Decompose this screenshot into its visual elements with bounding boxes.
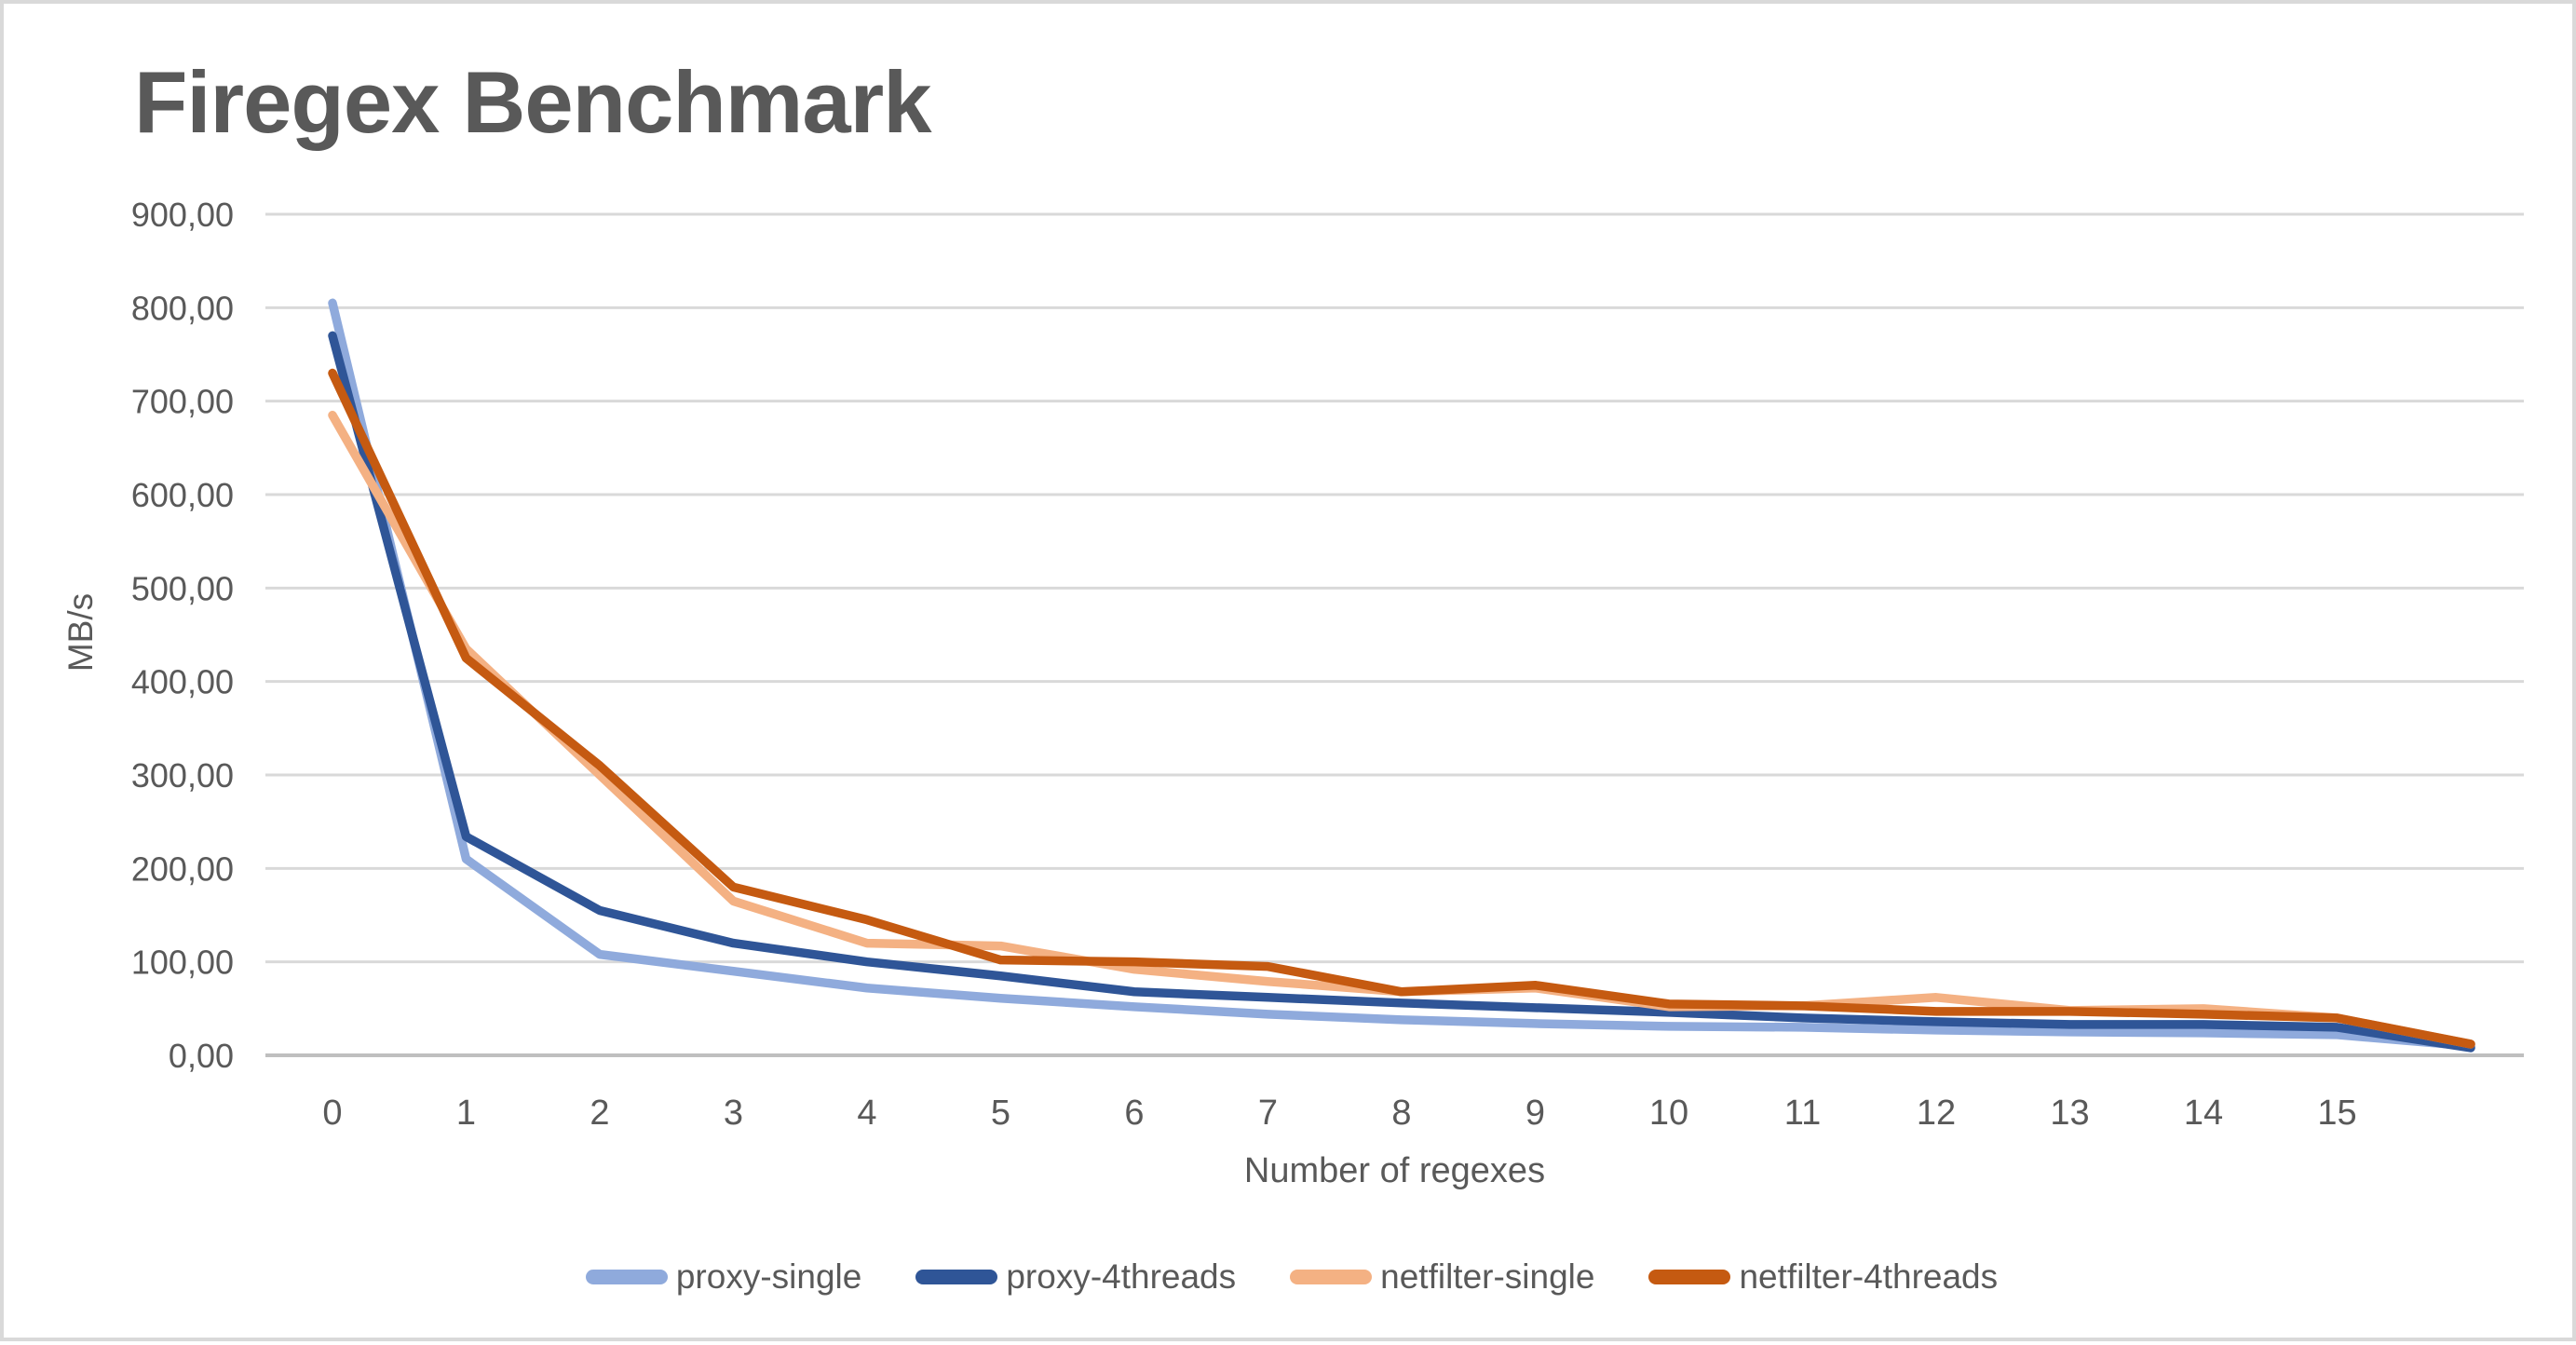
- legend-label: netfilter-4threads: [1739, 1257, 1999, 1296]
- x-tick-label: 11: [1784, 1094, 1821, 1133]
- chart-title: Firegex Benchmark: [134, 53, 931, 151]
- y-tick-label: 500,00: [131, 569, 234, 607]
- y-tick-label: 900,00: [131, 196, 234, 234]
- y-tick-label: 600,00: [131, 476, 234, 514]
- series-line-netfilter-4threads[interactable]: [328, 368, 2475, 1049]
- legend-label: netfilter-single: [1380, 1257, 1595, 1296]
- x-tick-label: 12: [1917, 1094, 1956, 1133]
- x-tick-label: 14: [2184, 1094, 2223, 1133]
- y-tick-label: 700,00: [131, 383, 234, 421]
- legend-swatch-netfilter-single: [1290, 1270, 1373, 1284]
- y-axis-title-wrap: MB/s: [20, 516, 142, 749]
- y-tick-label: 800,00: [131, 289, 234, 327]
- legend-label: proxy-4threads: [1006, 1257, 1237, 1296]
- series-line-proxy-4threads[interactable]: [328, 331, 2475, 1053]
- x-tick-label: 4: [857, 1094, 876, 1133]
- legend-item-netfilter-single[interactable]: netfilter-single: [1290, 1257, 1594, 1297]
- legend-label: proxy-single: [675, 1257, 862, 1296]
- y-tick-label: 100,00: [131, 944, 234, 982]
- x-tick-label: 6: [1124, 1094, 1144, 1133]
- x-tick-label: 2: [590, 1094, 609, 1133]
- series-line-netfilter-single[interactable]: [328, 410, 2475, 1049]
- x-tick-label: 9: [1525, 1094, 1545, 1133]
- legend-swatch-proxy-single: [585, 1270, 668, 1284]
- legend-item-netfilter-4threads[interactable]: netfilter-4threads: [1648, 1257, 1998, 1297]
- x-tick-label: 3: [724, 1094, 743, 1133]
- x-tick-label: 0: [322, 1094, 342, 1133]
- y-tick-label: 400,00: [131, 663, 234, 701]
- y-tick-label: 0,00: [169, 1037, 234, 1075]
- x-tick-label: 15: [2317, 1094, 2356, 1133]
- legend-swatch-proxy-4threads: [915, 1270, 998, 1284]
- x-tick-label: 13: [2050, 1094, 2089, 1133]
- legend-swatch-netfilter-4threads: [1648, 1270, 1731, 1284]
- legend-item-proxy-4threads[interactable]: proxy-4threads: [915, 1257, 1236, 1297]
- y-tick-label: 300,00: [131, 756, 234, 795]
- series-line-proxy-single[interactable]: [328, 298, 2475, 1051]
- x-tick-label: 10: [1649, 1094, 1688, 1133]
- benchmark-line-chart[interactable]: 0,00 100,00 200,00 300,00 400,00 500,00 600,00…: [4, 4, 2576, 1345]
- legend-item-proxy-single[interactable]: proxy-single: [585, 1257, 862, 1297]
- x-tick-label: 1: [456, 1094, 476, 1133]
- chart-legend: proxy-single proxy-4threads netfilter-sing…: [4, 1257, 2576, 1297]
- x-tick-label: 7: [1258, 1094, 1278, 1133]
- y-axis-title: MB/s: [61, 592, 100, 672]
- y-tick-label: 200,00: [131, 849, 234, 888]
- x-axis-title: Number of regexes: [1243, 1151, 1546, 1190]
- x-tick-label: 5: [991, 1094, 1010, 1133]
- x-tick-label: 8: [1391, 1094, 1411, 1133]
